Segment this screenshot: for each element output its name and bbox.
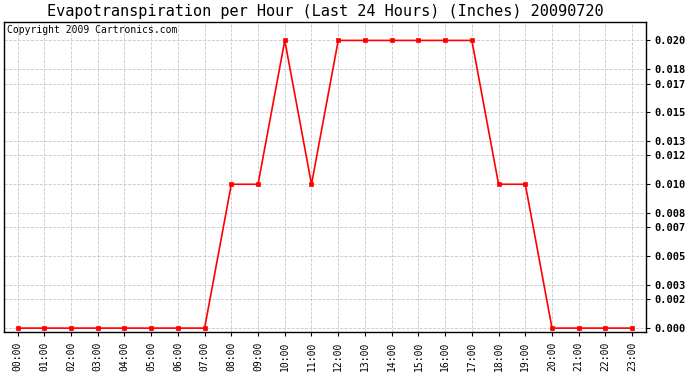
Title: Evapotranspiration per Hour (Last 24 Hours) (Inches) 20090720: Evapotranspiration per Hour (Last 24 Hou… bbox=[46, 4, 603, 19]
Text: Copyright 2009 Cartronics.com: Copyright 2009 Cartronics.com bbox=[8, 25, 178, 35]
